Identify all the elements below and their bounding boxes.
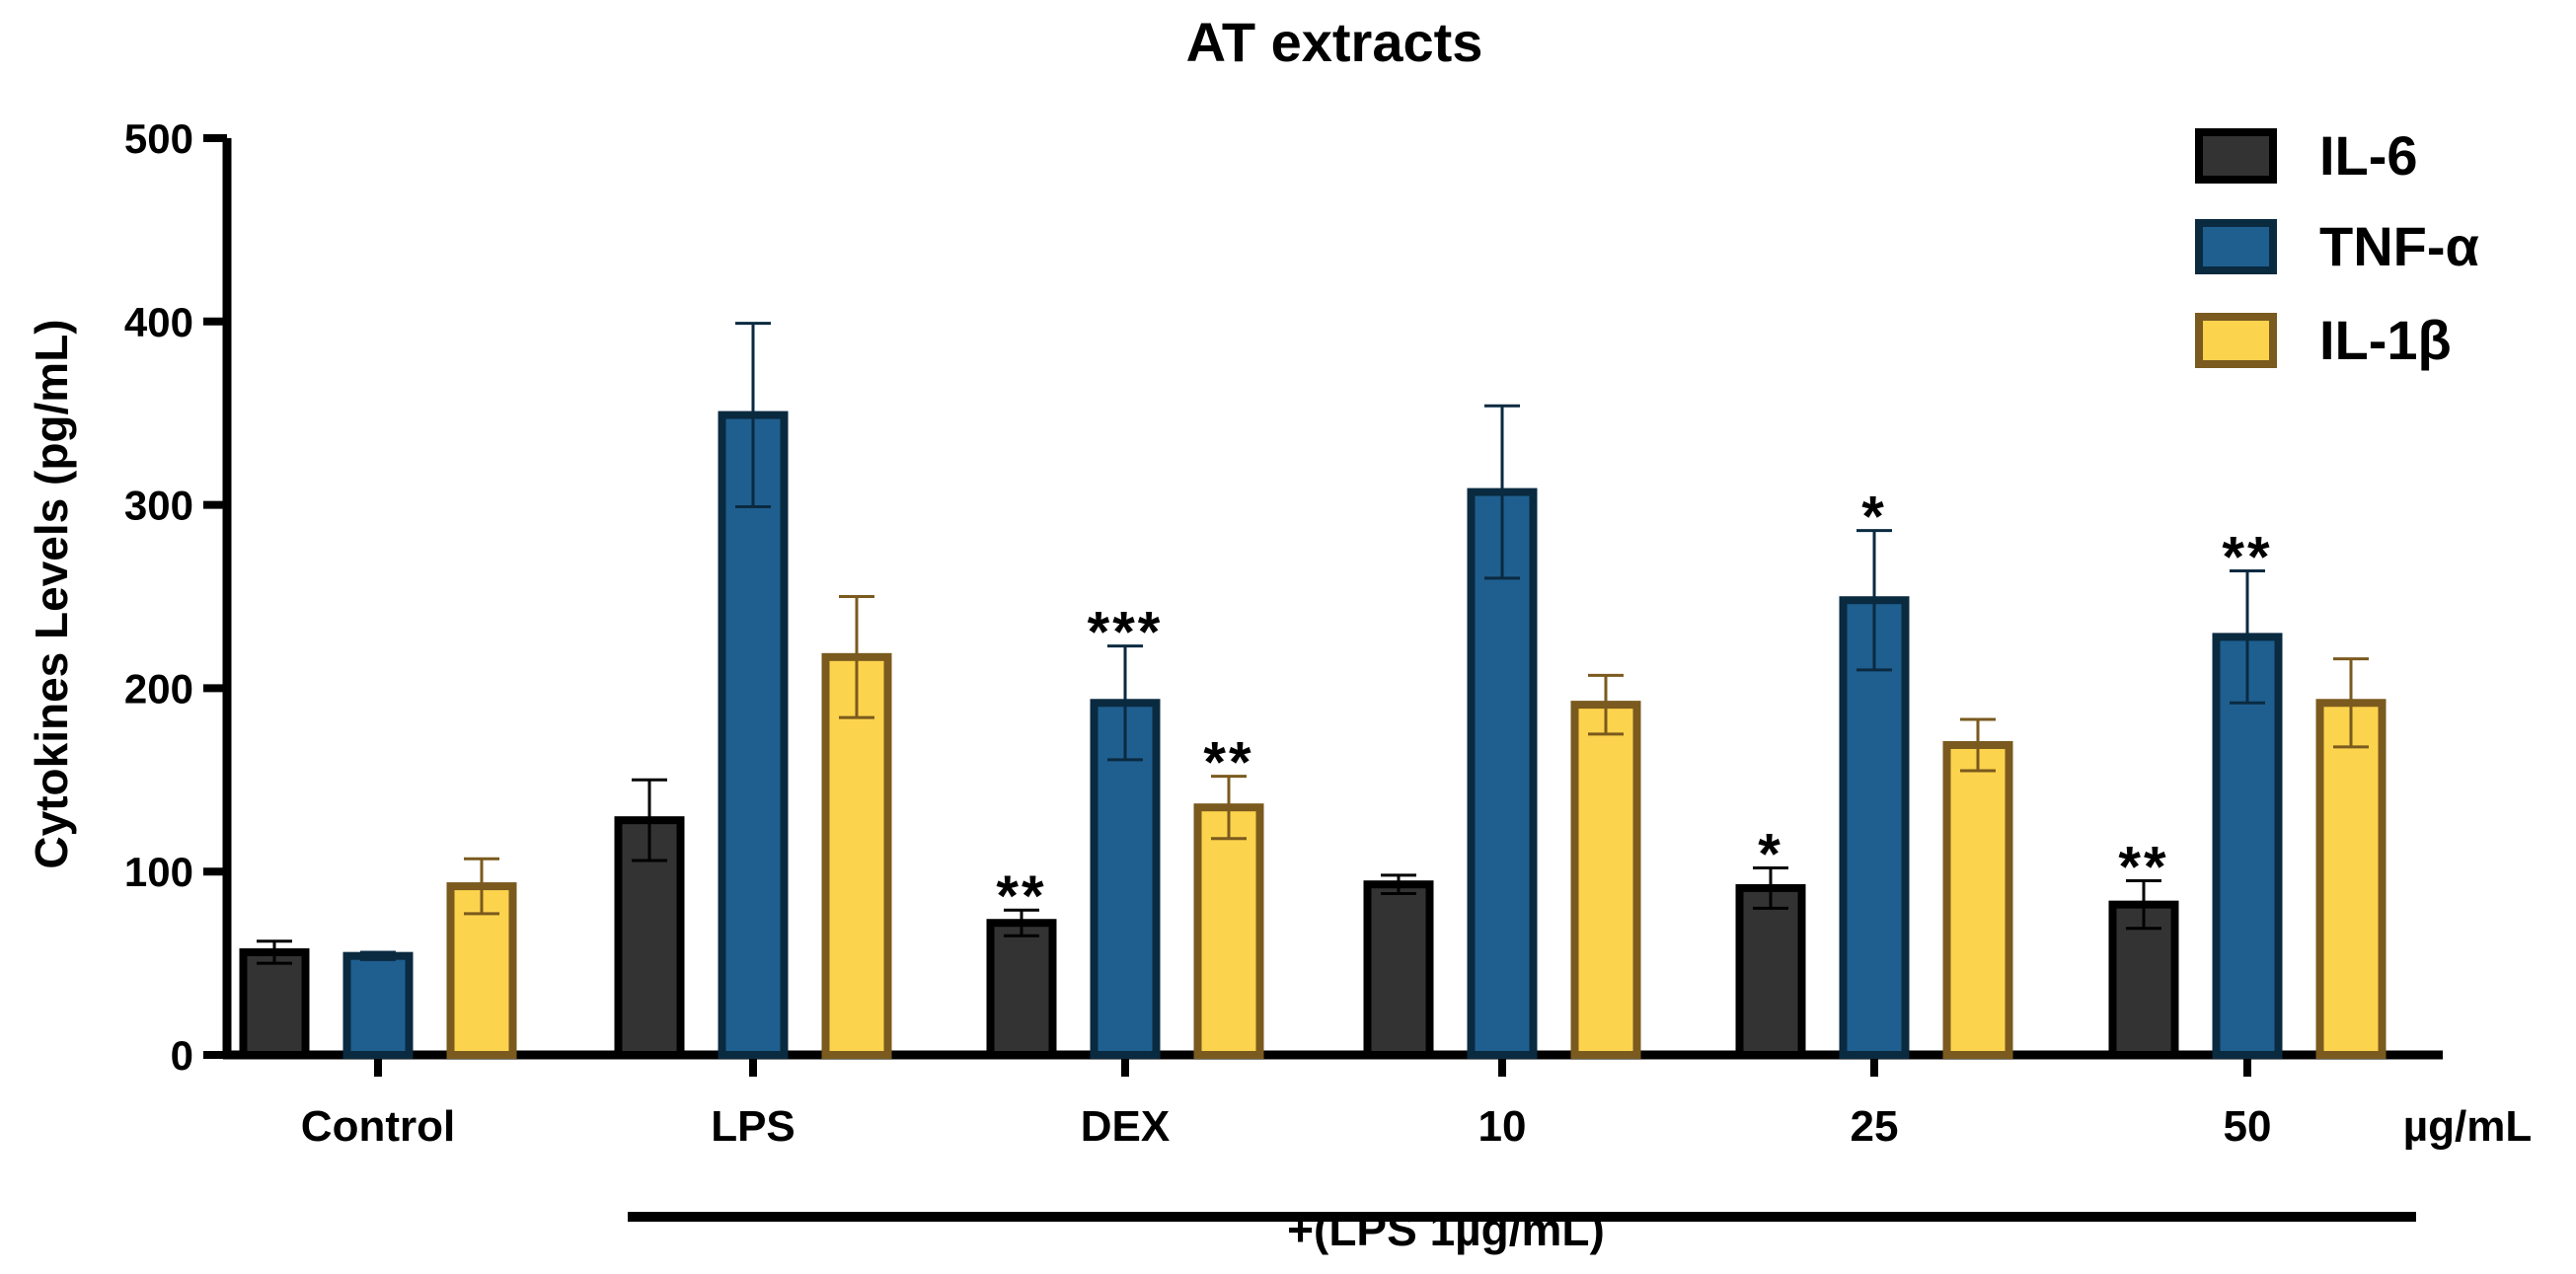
x-tick-label: DEX bbox=[1081, 1102, 1170, 1151]
bar bbox=[1942, 740, 2013, 1059]
x-tick-label: 10 bbox=[1478, 1102, 1527, 1151]
significance-marker: ** bbox=[1203, 731, 1253, 795]
significance-marker: *** bbox=[1088, 601, 1164, 665]
x-tick-label: LPS bbox=[711, 1102, 796, 1151]
significance-marker: ** bbox=[996, 864, 1046, 929]
y-tick-label: 0 bbox=[171, 1032, 193, 1079]
x-tick-label: 50 bbox=[2224, 1102, 2272, 1151]
significance-marker: ** bbox=[2222, 525, 2272, 589]
lps-bracket-label: +(LPS 1µg/mL) bbox=[1287, 1204, 1605, 1255]
y-tick-label: 500 bbox=[124, 115, 193, 162]
significance-marker: * bbox=[1861, 486, 1887, 550]
chart-title: AT extracts bbox=[1186, 11, 1483, 73]
bar bbox=[342, 951, 414, 1060]
bar bbox=[1193, 803, 1264, 1059]
legend-swatch bbox=[2195, 219, 2277, 274]
y-tick-label: 300 bbox=[124, 483, 193, 529]
bar bbox=[239, 947, 310, 1060]
unit-label: µg/mL bbox=[2403, 1102, 2532, 1151]
x-tick-label: Control bbox=[301, 1102, 455, 1151]
bar bbox=[1570, 701, 1641, 1059]
bar bbox=[2315, 699, 2387, 1059]
legend-swatch bbox=[2195, 128, 2277, 184]
y-tick-label: 100 bbox=[124, 849, 193, 895]
y-axis-label: Cytokines Levels (pg/mL) bbox=[26, 319, 77, 868]
legend-label: IL-6 bbox=[2319, 124, 2418, 187]
y-tick-label: 200 bbox=[124, 665, 193, 712]
legend-label: TNF-α bbox=[2319, 215, 2479, 277]
x-tick-label: 25 bbox=[1851, 1102, 1899, 1151]
bar bbox=[986, 919, 1057, 1059]
legend-label: IL-1β bbox=[2319, 309, 2452, 371]
bar bbox=[1363, 880, 1434, 1059]
legend: IL-6 TNF-α IL-1β bbox=[2195, 124, 2479, 371]
y-tick-label: 400 bbox=[124, 299, 193, 345]
bar bbox=[1735, 883, 1806, 1059]
bar bbox=[821, 652, 892, 1060]
bar bbox=[1839, 596, 1910, 1059]
bar bbox=[1467, 487, 1538, 1059]
legend-swatch bbox=[2195, 313, 2277, 368]
significance-marker: ** bbox=[2118, 835, 2168, 899]
significance-marker: * bbox=[1758, 822, 1783, 886]
bar bbox=[718, 411, 789, 1060]
